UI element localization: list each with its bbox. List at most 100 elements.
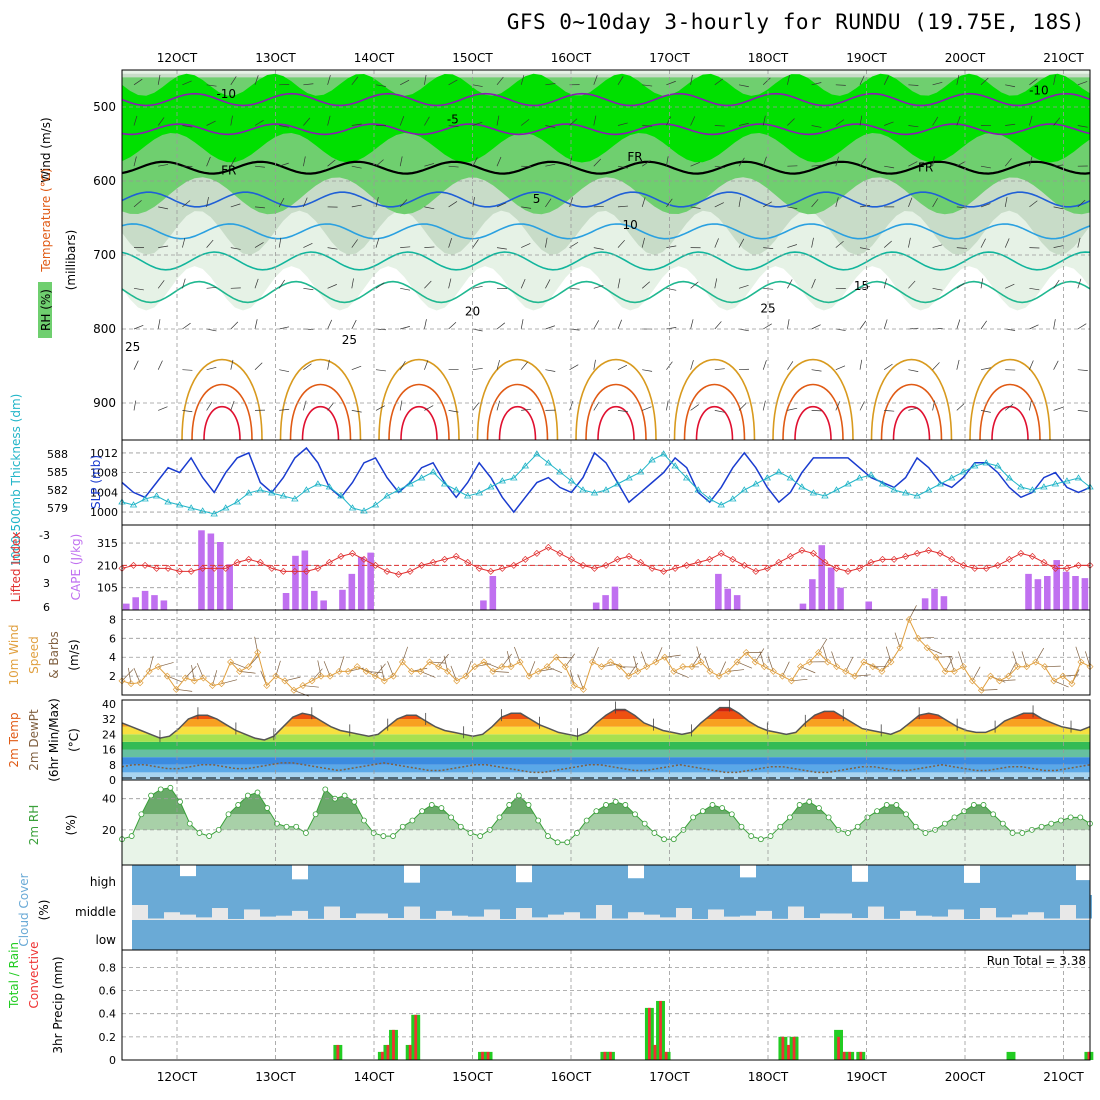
wind10-point — [878, 667, 886, 675]
cloud-mid-block — [900, 895, 916, 911]
cloud-mid-block — [868, 895, 884, 907]
cloud-mid-block — [468, 895, 484, 917]
cloud-mid-block — [196, 895, 212, 918]
temp-isoline — [121, 280, 1091, 304]
precip-conv-bar — [609, 1051, 612, 1060]
rh2m-point — [845, 830, 851, 836]
cloud-mid-block — [580, 895, 596, 919]
lifted-point — [314, 564, 322, 572]
temp-dome — [498, 405, 537, 441]
cloud-mid-block — [388, 895, 404, 919]
thickness-point — [625, 474, 633, 481]
wind-barb — [400, 79, 410, 86]
thickness-point — [602, 486, 610, 493]
wind-ylabel-1: 10m Wind — [7, 625, 21, 686]
lifted-point — [844, 567, 852, 575]
upper-ytick: 900 — [93, 396, 116, 410]
wind-barb — [980, 165, 991, 169]
wind-barb — [520, 119, 530, 126]
thickness-point — [924, 486, 933, 493]
wind-barb — [206, 84, 217, 87]
wind10-barb — [1008, 661, 1017, 677]
rh2m-point — [970, 802, 977, 808]
wind-barb — [714, 125, 725, 127]
wind-barb — [400, 326, 410, 330]
thickness-point — [936, 480, 944, 487]
cloud-mid-block — [372, 895, 388, 914]
cape-ytick: 105 — [97, 582, 118, 595]
temp-dome — [279, 358, 362, 441]
wind10-point — [344, 667, 352, 675]
wind10-point — [227, 658, 235, 666]
lifted-point — [153, 564, 161, 572]
wind-barb — [157, 117, 165, 126]
thickness-ytick: 585 — [47, 466, 68, 479]
rh2m-point — [661, 836, 667, 843]
temp-ytick: 32 — [102, 713, 116, 726]
rh2m-point — [496, 814, 503, 821]
wind10-barb — [845, 656, 854, 672]
wind-barb — [642, 369, 653, 372]
wind-barb — [472, 84, 483, 87]
rh2m-point — [293, 823, 300, 830]
wind-barb — [835, 119, 845, 126]
rh2m-point — [177, 798, 183, 805]
temp-dome — [695, 405, 734, 441]
temp-dome — [772, 358, 854, 441]
wind-barb — [932, 81, 943, 86]
temp-dome — [476, 358, 559, 441]
wind-barb — [1053, 117, 1061, 126]
wind-barb — [932, 362, 940, 370]
cape-ytick: 210 — [97, 559, 118, 572]
lifted-ytick: 0 — [43, 553, 50, 566]
lifted-point — [809, 549, 817, 557]
wind-barb — [835, 197, 839, 207]
wind-barb — [520, 361, 528, 370]
chart-title: GFS 0~10day 3-hourly for RUNDU (19.75E, … — [506, 10, 1085, 34]
wind-barb — [424, 74, 427, 85]
cape-bar — [733, 595, 741, 610]
wind10-point — [824, 658, 832, 666]
wind-barb — [158, 206, 169, 210]
wind10-point — [353, 663, 361, 671]
wind10-point — [1086, 663, 1094, 671]
x-tick-top: 13OCT — [255, 51, 296, 65]
wind10-point — [570, 682, 578, 690]
wind-barb — [714, 410, 725, 413]
wind-barb — [932, 244, 943, 248]
lifted-point — [187, 567, 195, 575]
rh2m-point — [874, 808, 880, 815]
temp-ytick: 8 — [109, 759, 116, 772]
temp-dome — [979, 383, 1041, 441]
wind-barb — [303, 242, 313, 248]
lifted-point — [717, 549, 725, 557]
precip-ylabel-1: Total / Rain — [7, 942, 21, 1009]
cloud-mid-block — [340, 895, 356, 919]
rh2m-point — [767, 833, 774, 839]
wind-barb — [230, 247, 241, 250]
thickness-point — [1017, 483, 1025, 490]
x-tick-top: 14OCT — [354, 51, 395, 65]
x-tick-top: 21OCT — [1043, 51, 1084, 65]
wind-barb — [593, 75, 598, 85]
wind-barb — [738, 122, 749, 126]
rh2m-point — [922, 830, 929, 836]
thickness-point — [878, 480, 887, 487]
wind-barb — [521, 243, 531, 248]
slp-ytick: 1004 — [90, 486, 118, 499]
temp-dome — [301, 405, 340, 441]
wind10-point — [1068, 680, 1076, 688]
rh2m-point — [545, 833, 551, 839]
cloud-mid-block — [1028, 895, 1044, 913]
thickness-point — [198, 507, 207, 514]
lifted-point — [245, 555, 253, 563]
wind-barb — [787, 74, 790, 85]
wind-barb — [206, 366, 217, 371]
rh2m-point — [235, 802, 242, 808]
cape-bar — [207, 533, 215, 610]
wind-barb — [1029, 360, 1034, 370]
cape-bar — [799, 603, 807, 610]
wind-barb — [327, 115, 331, 126]
wind-barb — [448, 79, 458, 86]
wind-barb — [738, 284, 749, 289]
